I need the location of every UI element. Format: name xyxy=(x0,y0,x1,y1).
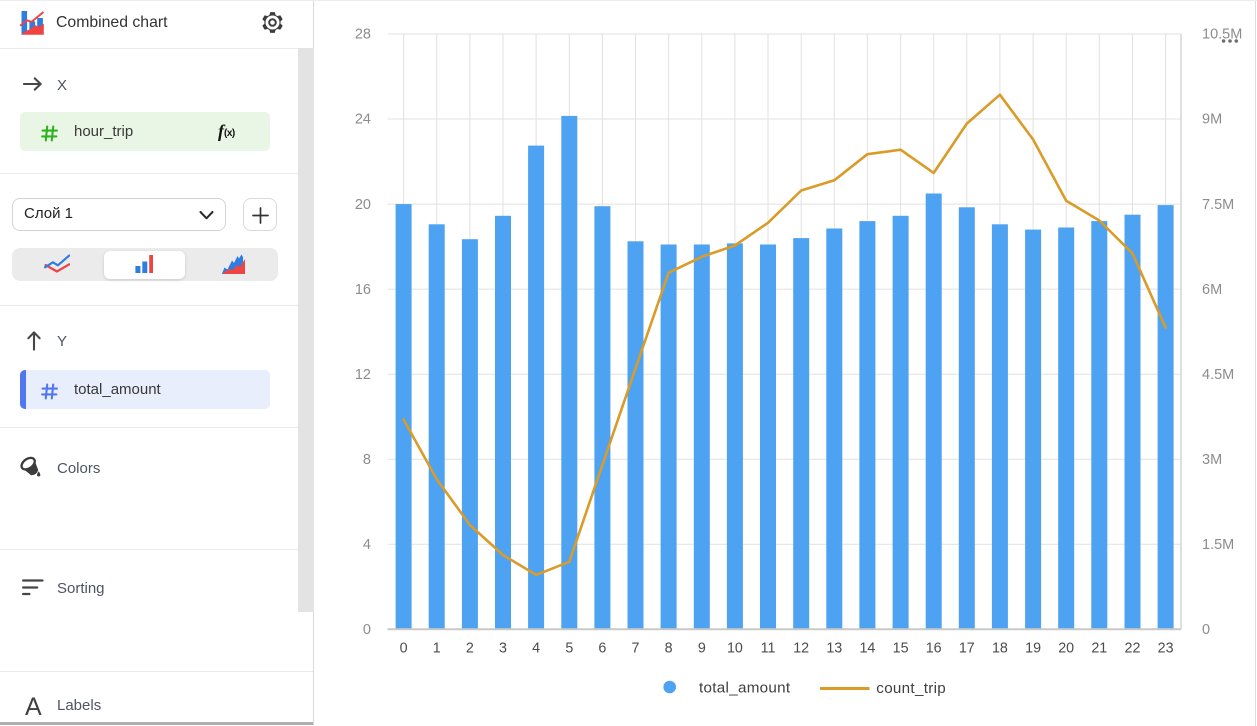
svg-text:18: 18 xyxy=(992,641,1008,657)
svg-text:6M: 6M xyxy=(1202,282,1222,298)
svg-text:16: 16 xyxy=(355,282,371,298)
svg-text:17: 17 xyxy=(959,641,975,657)
svg-text:4: 4 xyxy=(532,641,540,657)
svg-text:0: 0 xyxy=(1202,622,1210,638)
svg-text:22: 22 xyxy=(1125,641,1141,657)
svg-text:10.5M: 10.5M xyxy=(1202,27,1242,43)
svg-text:2: 2 xyxy=(466,641,474,657)
svg-text:9M: 9M xyxy=(1202,112,1222,128)
svg-text:count_trip: count_trip xyxy=(876,680,946,697)
svg-text:12: 12 xyxy=(793,641,809,657)
svg-text:7: 7 xyxy=(632,641,640,657)
svg-text:8: 8 xyxy=(363,452,371,468)
svg-text:3: 3 xyxy=(499,641,507,657)
svg-text:1: 1 xyxy=(433,641,441,657)
svg-text:23: 23 xyxy=(1158,641,1174,657)
svg-text:11: 11 xyxy=(761,641,776,657)
svg-text:total_amount: total_amount xyxy=(699,680,791,697)
svg-text:8: 8 xyxy=(665,641,673,657)
svg-text:9: 9 xyxy=(698,641,706,657)
svg-text:19: 19 xyxy=(1025,641,1041,657)
svg-text:20: 20 xyxy=(1058,641,1074,657)
svg-text:5: 5 xyxy=(565,641,573,657)
svg-text:21: 21 xyxy=(1091,641,1107,657)
svg-text:28: 28 xyxy=(355,27,371,43)
svg-text:4.5M: 4.5M xyxy=(1202,367,1234,383)
svg-text:7.5M: 7.5M xyxy=(1202,197,1234,213)
svg-text:6: 6 xyxy=(598,641,606,657)
svg-text:15: 15 xyxy=(893,641,909,657)
svg-text:12: 12 xyxy=(355,367,371,383)
svg-text:13: 13 xyxy=(826,641,842,657)
svg-text:14: 14 xyxy=(859,641,875,657)
svg-text:0: 0 xyxy=(400,641,408,657)
svg-text:24: 24 xyxy=(355,112,371,128)
svg-text:10: 10 xyxy=(727,641,743,657)
svg-text:20: 20 xyxy=(355,197,371,213)
svg-text:0: 0 xyxy=(363,622,371,638)
svg-text:4: 4 xyxy=(363,537,371,553)
svg-text:16: 16 xyxy=(926,641,942,657)
svg-text:1.5M: 1.5M xyxy=(1202,537,1234,553)
svg-text:3M: 3M xyxy=(1202,452,1222,468)
